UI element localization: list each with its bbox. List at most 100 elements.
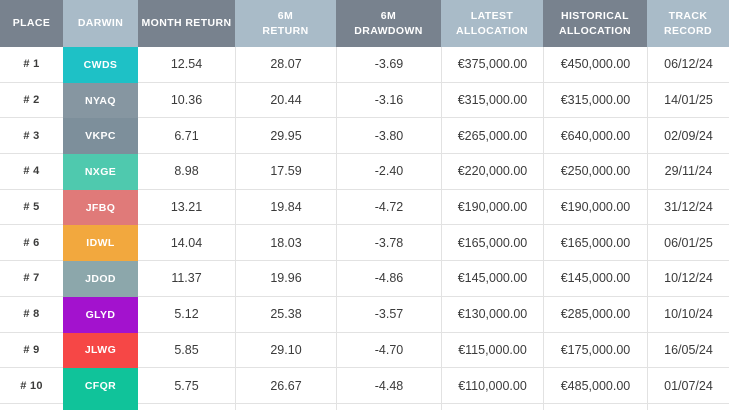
historical-allocation-cell: €285,000.00 bbox=[543, 296, 647, 333]
darwin-badge[interactable]: VKPC bbox=[63, 118, 138, 155]
darwin-badge[interactable]: CFQR bbox=[63, 368, 138, 404]
month-return-cell: 10.36 bbox=[138, 82, 235, 119]
column-header-latest-allocation: LATEST ALLOCATION bbox=[441, 0, 543, 47]
darwin-badge[interactable]: NYAQ bbox=[63, 82, 138, 119]
historical-allocation-cell: €250,000.00 bbox=[543, 154, 647, 190]
darwin-badge[interactable]: JDOD bbox=[63, 261, 138, 297]
historical-allocation-cell: €315,000.00 bbox=[543, 82, 647, 119]
table-row: # 8 GLYD 5.12 25.38 -3.57 €130,000.00 €2… bbox=[0, 296, 729, 333]
latest-allocation-cell: €220,000.00 bbox=[441, 154, 543, 190]
darwin-badge[interactable]: IDWL bbox=[63, 225, 138, 262]
latest-allocation-cell: €145,000.00 bbox=[441, 261, 543, 297]
darwin-badge[interactable]: CWDS bbox=[63, 47, 138, 83]
6m-drawdown-cell: -4.86 bbox=[336, 261, 441, 297]
column-header-month-return: MONTH RETURN bbox=[138, 0, 235, 47]
table-row: # 5 JFBQ 13.21 19.84 -4.72 €190,000.00 €… bbox=[0, 189, 729, 226]
place-cell: # 10 bbox=[0, 368, 63, 404]
table-row: # 3 VKPC 6.71 29.95 -3.80 €265,000.00 €6… bbox=[0, 118, 729, 155]
month-return-cell: 6.71 bbox=[138, 118, 235, 155]
track-record-cell: 31/12/24 bbox=[647, 189, 729, 226]
6m-return-cell: 17.59 bbox=[235, 154, 336, 190]
6m-return-cell: 19.96 bbox=[235, 261, 336, 297]
cutoff-cell bbox=[138, 403, 235, 410]
6m-return-cell: 19.84 bbox=[235, 189, 336, 226]
table-row: # 7 JDOD 11.37 19.96 -4.86 €145,000.00 €… bbox=[0, 261, 729, 297]
column-header-place: PLACE bbox=[0, 0, 63, 47]
track-record-cell: 01/07/24 bbox=[647, 368, 729, 404]
place-cell: # 7 bbox=[0, 261, 63, 297]
column-header-6m-return: 6M RETURN bbox=[235, 0, 336, 47]
6m-drawdown-cell: -3.80 bbox=[336, 118, 441, 155]
historical-allocation-cell: €190,000.00 bbox=[543, 189, 647, 226]
6m-drawdown-cell: -3.57 bbox=[336, 296, 441, 333]
cutoff-cell bbox=[441, 403, 543, 410]
6m-return-cell: 20.44 bbox=[235, 82, 336, 119]
darwin-badge[interactable]: JLWG bbox=[63, 332, 138, 369]
track-record-cell: 06/12/24 bbox=[647, 47, 729, 83]
track-record-cell: 16/05/24 bbox=[647, 332, 729, 369]
month-return-cell: 8.98 bbox=[138, 154, 235, 190]
darwin-badge[interactable]: GLYD bbox=[63, 296, 138, 333]
latest-allocation-cell: €165,000.00 bbox=[441, 225, 543, 262]
darwin-badge[interactable]: JFBQ bbox=[63, 189, 138, 226]
6m-drawdown-cell: -3.16 bbox=[336, 82, 441, 119]
latest-allocation-cell: €190,000.00 bbox=[441, 189, 543, 226]
cutoff-cell bbox=[647, 403, 729, 410]
place-cell: # 5 bbox=[0, 189, 63, 226]
track-record-cell: 14/01/25 bbox=[647, 82, 729, 119]
place-cell: # 6 bbox=[0, 225, 63, 262]
cutoff-badge-cell bbox=[63, 403, 138, 410]
6m-return-cell: 25.38 bbox=[235, 296, 336, 333]
cutoff-row bbox=[0, 403, 729, 410]
latest-allocation-cell: €375,000.00 bbox=[441, 47, 543, 83]
place-cell: # 1 bbox=[0, 47, 63, 83]
latest-allocation-cell: €265,000.00 bbox=[441, 118, 543, 155]
darwin-badge[interactable]: NXGE bbox=[63, 154, 138, 190]
cutoff-cell bbox=[543, 403, 647, 410]
6m-return-cell: 29.10 bbox=[235, 332, 336, 369]
table-row: # 4 NXGE 8.98 17.59 -2.40 €220,000.00 €2… bbox=[0, 154, 729, 190]
6m-drawdown-cell: -3.69 bbox=[336, 47, 441, 83]
6m-return-cell: 29.95 bbox=[235, 118, 336, 155]
month-return-cell: 5.12 bbox=[138, 296, 235, 333]
latest-allocation-cell: €130,000.00 bbox=[441, 296, 543, 333]
6m-drawdown-cell: -4.72 bbox=[336, 189, 441, 226]
column-header-6m-drawdown: 6M DRAWDOWN bbox=[336, 0, 441, 47]
month-return-cell: 12.54 bbox=[138, 47, 235, 83]
table-header-row: PLACE DARWIN MONTH RETURN 6M RETURN 6M D… bbox=[0, 0, 729, 47]
track-record-cell: 10/12/24 bbox=[647, 261, 729, 297]
latest-allocation-cell: €315,000.00 bbox=[441, 82, 543, 119]
cutoff-cell bbox=[336, 403, 441, 410]
historical-allocation-cell: €640,000.00 bbox=[543, 118, 647, 155]
6m-drawdown-cell: -3.78 bbox=[336, 225, 441, 262]
historical-allocation-cell: €175,000.00 bbox=[543, 332, 647, 369]
place-cell: # 2 bbox=[0, 82, 63, 119]
cutoff-cell bbox=[235, 403, 336, 410]
place-cell: # 9 bbox=[0, 332, 63, 369]
track-record-cell: 06/01/25 bbox=[647, 225, 729, 262]
month-return-cell: 5.85 bbox=[138, 332, 235, 369]
place-cell: # 3 bbox=[0, 118, 63, 155]
6m-return-cell: 18.03 bbox=[235, 225, 336, 262]
historical-allocation-cell: €450,000.00 bbox=[543, 47, 647, 83]
month-return-cell: 14.04 bbox=[138, 225, 235, 262]
historical-allocation-cell: €485,000.00 bbox=[543, 368, 647, 404]
latest-allocation-cell: €115,000.00 bbox=[441, 332, 543, 369]
column-header-darwin: DARWIN bbox=[63, 0, 138, 47]
6m-drawdown-cell: -4.70 bbox=[336, 332, 441, 369]
month-return-cell: 13.21 bbox=[138, 189, 235, 226]
table-row: # 9 JLWG 5.85 29.10 -4.70 €115,000.00 €1… bbox=[0, 332, 729, 369]
historical-allocation-cell: €145,000.00 bbox=[543, 261, 647, 297]
table-row: # 10 CFQR 5.75 26.67 -4.48 €110,000.00 €… bbox=[0, 368, 729, 404]
track-record-cell: 29/11/24 bbox=[647, 154, 729, 190]
6m-drawdown-cell: -4.48 bbox=[336, 368, 441, 404]
table-row: # 2 NYAQ 10.36 20.44 -3.16 €315,000.00 €… bbox=[0, 82, 729, 119]
place-cell: # 4 bbox=[0, 154, 63, 190]
cutoff-place-cell bbox=[0, 403, 63, 410]
latest-allocation-cell: €110,000.00 bbox=[441, 368, 543, 404]
column-header-track-record: TRACK RECORD bbox=[647, 0, 729, 47]
column-header-historical-allocation: HISTORICAL ALLOCATION bbox=[543, 0, 647, 47]
track-record-cell: 02/09/24 bbox=[647, 118, 729, 155]
table-row: # 6 IDWL 14.04 18.03 -3.78 €165,000.00 €… bbox=[0, 225, 729, 262]
